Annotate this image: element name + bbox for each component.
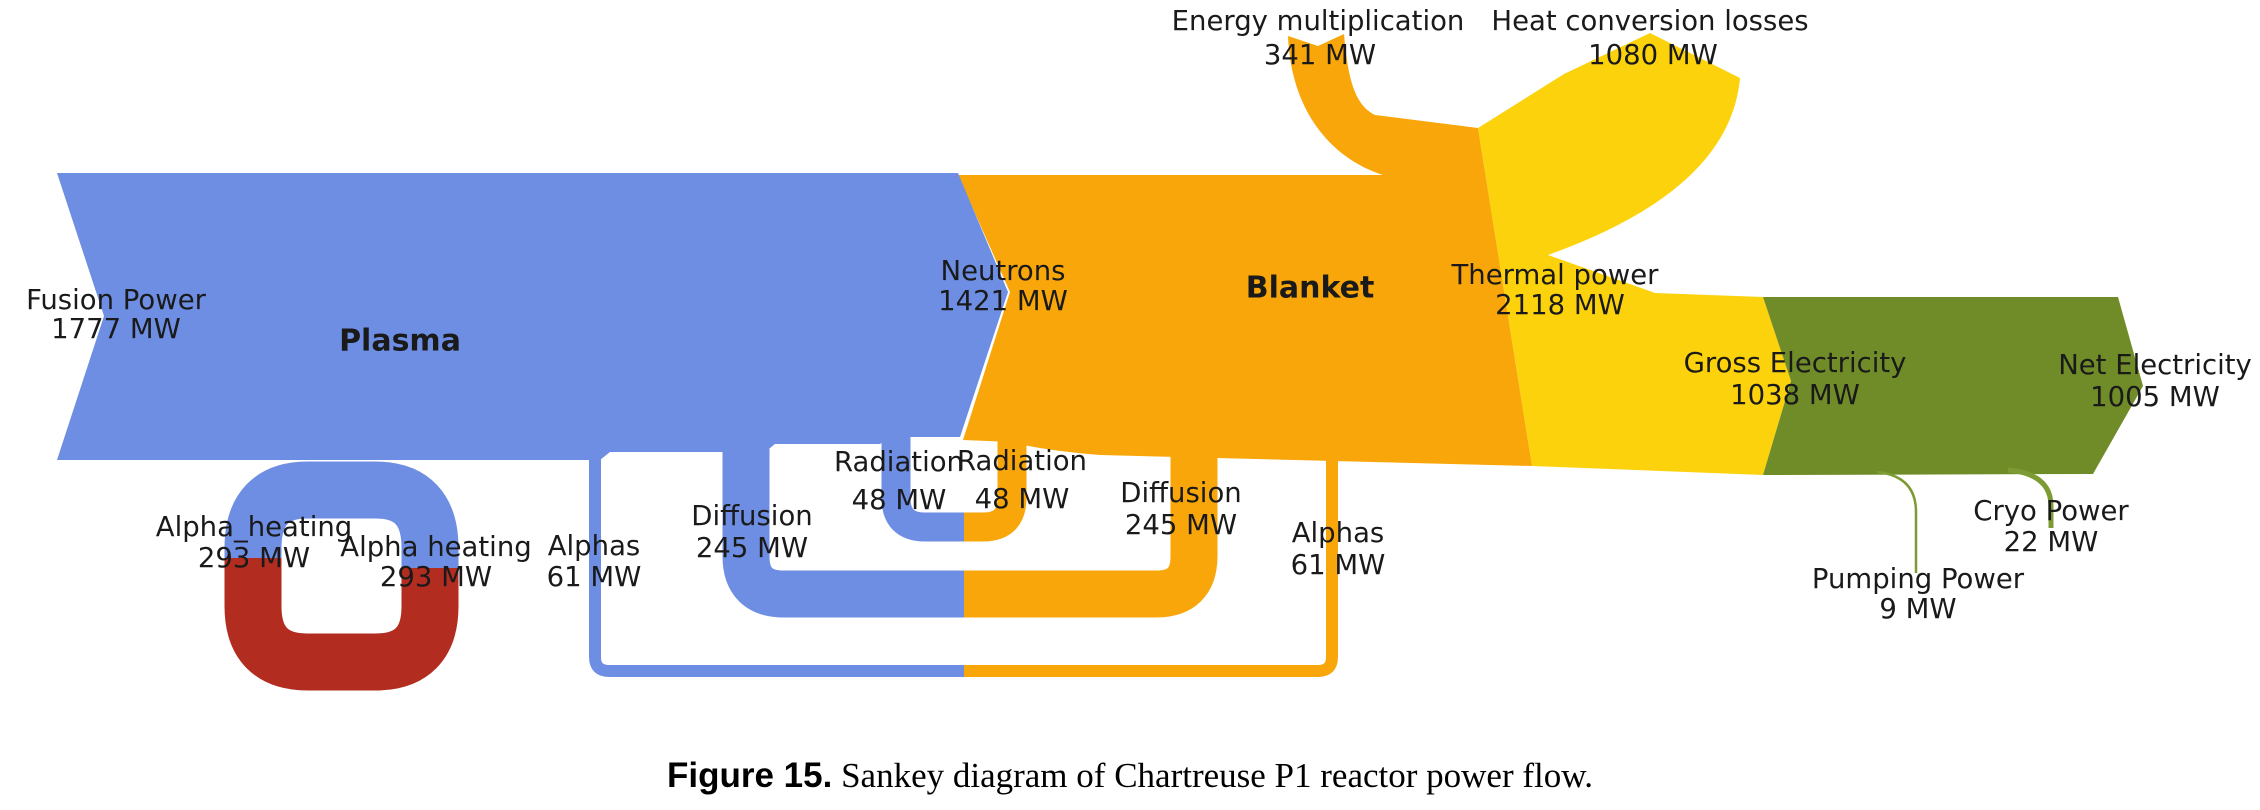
label-neutrons: Neutrons 1421 MW — [938, 255, 1068, 317]
label-cryo-power: Cryo Power 22 MW — [1973, 495, 2129, 558]
node-value: 293 MW — [198, 542, 310, 574]
node-label: Alpha heating — [340, 531, 531, 563]
node-value: 1421 MW — [938, 285, 1068, 317]
flow-alpha-heating-out — [224, 461, 459, 568]
figure-caption-label: Figure 15. — [667, 756, 833, 795]
node-label: Alphas — [1292, 517, 1385, 549]
node-value: 341 MW — [1264, 39, 1376, 71]
label-alpha-heating-out: Alpha_heating 293 MW — [156, 511, 352, 574]
node-label: Fusion Power — [26, 284, 207, 316]
node-value: 1777 MW — [51, 313, 181, 345]
label-energy-multiplication: Energy multiplication 341 MW — [1172, 5, 1465, 71]
label-alpha-heating-in: Alpha heating 293 MW — [340, 531, 531, 593]
node-label: Neutrons — [941, 255, 1066, 287]
node-value: 2118 MW — [1495, 289, 1625, 321]
node-value: 9 MW — [1879, 593, 1956, 625]
figure-caption: Figure 15. Sankey diagram of Chartreuse … — [0, 756, 2260, 796]
node-label: Radiation — [834, 446, 964, 478]
node-value: 61 MW — [1291, 549, 1386, 581]
flow-plasma-band — [57, 173, 1008, 460]
node-label: Cryo Power — [1973, 495, 2129, 527]
flow-radiation-orange — [964, 432, 1027, 542]
label-diffusion-left: Diffusion 245 MW — [691, 500, 812, 564]
label-heat-conversion-losses: Heat conversion losses 1080 MW — [1491, 5, 1808, 71]
node-label: Net Electricity — [2058, 349, 2252, 381]
label-alphas-right: Alphas 61 MW — [1291, 517, 1386, 581]
label-net-electricity: Net Electricity 1005 MW — [2058, 349, 2252, 413]
node-label: Thermal power — [1451, 259, 1660, 291]
label-thermal-power: Thermal power 2118 MW — [1451, 259, 1660, 321]
flow-electricity-band — [1763, 297, 2143, 475]
flow-thermal-band — [1478, 33, 1791, 475]
label-diffusion-right: Diffusion 245 MW — [1120, 477, 1241, 541]
node-label: Energy multiplication — [1172, 5, 1465, 37]
label-blanket: Blanket — [1246, 271, 1375, 306]
node-value: 22 MW — [2004, 526, 2099, 558]
flow-pumping-power — [1876, 470, 1918, 573]
node-value: 61 MW — [547, 561, 642, 593]
label-radiation-right: Radiation 48 MW — [957, 445, 1087, 515]
label-radiation-left: Radiation 48 MW — [834, 446, 964, 516]
label-gross-electricity: Gross Electricity 1038 MW — [1684, 347, 1907, 411]
node-value: 293 MW — [380, 561, 492, 593]
flow-radiation-blue — [881, 430, 964, 542]
node-label: Blanket — [1246, 271, 1375, 306]
node-value: 48 MW — [852, 484, 947, 516]
flow-blanket-band — [958, 34, 1532, 466]
label-pumping-power: Pumping Power 9 MW — [1812, 563, 2025, 625]
flow-diffusion-blue — [722, 448, 964, 618]
node-label: Gross Electricity — [1684, 347, 1907, 379]
node-value: 1005 MW — [2090, 381, 2220, 413]
label-alphas-left: Alphas 61 MW — [547, 530, 642, 593]
node-label: Pumping Power — [1812, 563, 2025, 595]
node-label: Diffusion — [1120, 477, 1241, 509]
flow-alpha-heating-return — [224, 548, 459, 691]
node-label: Heat conversion losses — [1491, 5, 1808, 37]
flow-alphas-blue — [589, 452, 964, 677]
node-value: 245 MW — [1125, 509, 1237, 541]
flow-alphas-orange — [964, 446, 1338, 677]
node-value: 48 MW — [975, 483, 1070, 515]
node-value: 245 MW — [696, 532, 808, 564]
node-label: Radiation — [957, 445, 1087, 477]
figure-caption-text: Sankey diagram of Chartreuse P1 reactor … — [832, 756, 1593, 795]
node-value: 1038 MW — [1730, 379, 1860, 411]
flow-diffusion-orange — [964, 446, 1218, 618]
node-label: Alphas — [548, 530, 641, 562]
flow-cryo-power — [2007, 467, 2054, 528]
node-label: Plasma — [339, 324, 461, 359]
node-value: 1080 MW — [1588, 39, 1718, 71]
node-label: Diffusion — [691, 500, 812, 532]
node-label: Alpha_heating — [156, 511, 352, 543]
label-plasma: Plasma — [339, 324, 461, 359]
label-fusion-power: Fusion Power 1777 MW — [26, 284, 207, 345]
